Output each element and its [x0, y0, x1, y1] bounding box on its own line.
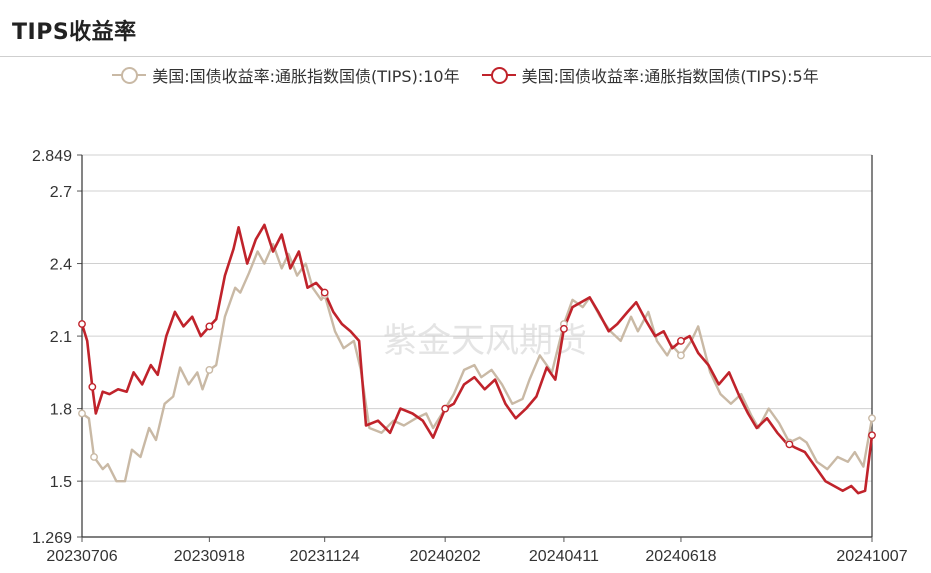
data-point-marker: [78, 409, 86, 418]
legend-swatch-icon: [112, 67, 147, 84]
data-point-marker: [205, 366, 214, 374]
x-tick-label: 20241007: [836, 548, 907, 565]
chart-title: TIPS收益率: [12, 20, 137, 45]
x-tick-label: 20231124: [290, 548, 360, 565]
x-tick-label: 20240411: [529, 548, 599, 565]
data-point-marker: [560, 324, 568, 333]
y-tick-label: 2.1: [50, 329, 72, 346]
chart-legend: 美国:国债收益率:通胀指数国债(TIPS):10年 美国:国债收益率:通胀指数国…: [0, 62, 931, 88]
data-point-marker: [677, 337, 685, 345]
data-point-marker: [677, 351, 685, 360]
data-point-marker: [868, 431, 876, 440]
legend-label: 美国:国债收益率:通胀指数国债(TIPS):10年: [152, 67, 460, 86]
watermark-text: 紫金天风期货: [383, 321, 587, 361]
y-tick-label: 1.8: [50, 402, 72, 419]
data-point-marker: [88, 382, 97, 391]
title-divider: [0, 56, 931, 57]
data-point-marker: [90, 453, 98, 461]
y-tick-label: 2.849: [32, 148, 72, 165]
y-tick-label: 2.7: [50, 184, 72, 201]
y-tick-label: 2.4: [50, 257, 72, 274]
legend-item-tips-10y[interactable]: 美国:国债收益率:通胀指数国债(TIPS):10年: [112, 63, 460, 87]
x-tick-label: 20240202: [410, 548, 481, 565]
data-point-marker: [78, 320, 86, 328]
legend-item-tips-5y[interactable]: 美国:国债收益率:通胀指数国债(TIPS):5年: [481, 63, 819, 87]
data-point-marker: [785, 440, 794, 449]
data-point-marker: [868, 414, 876, 423]
data-point-marker: [205, 322, 214, 331]
x-tick-label: 20230918: [174, 548, 245, 565]
legend-swatch-icon: [481, 67, 516, 84]
y-tick-label: 1.269: [32, 530, 72, 547]
data-point-marker: [441, 404, 450, 413]
series-line-tips-10y: [81, 243, 874, 483]
series-line-tips-5y: [80, 223, 874, 495]
data-point-marker: [320, 288, 329, 297]
y-tick-label: 1.5: [50, 474, 72, 491]
x-tick-label: 20230706: [46, 548, 117, 565]
x-tick-label: 20240618: [645, 548, 716, 565]
legend-label: 美国:国债收益率:通胀指数国债(TIPS):5年: [521, 67, 819, 86]
